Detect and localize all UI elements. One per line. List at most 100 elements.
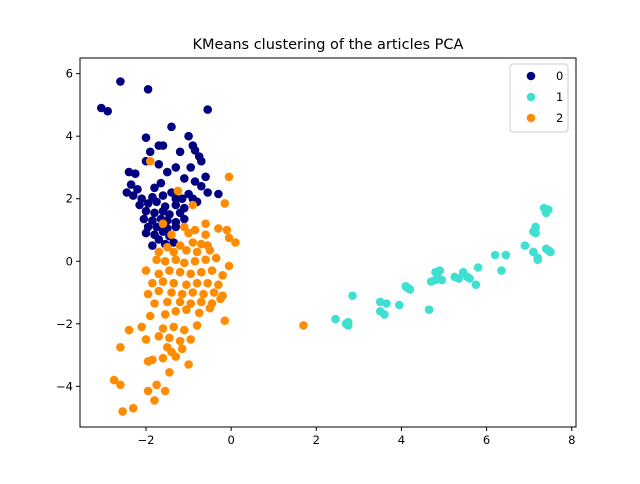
point-cluster-0-24	[190, 177, 200, 186]
point-cluster-0-23	[180, 174, 189, 183]
point-cluster-2-85	[177, 344, 187, 354]
point-cluster-2-89	[148, 355, 157, 365]
point-cluster-0-39	[158, 191, 168, 200]
point-cluster-1-21	[450, 272, 460, 282]
point-cluster-2-58	[163, 297, 172, 307]
x-tick-label: 2	[313, 433, 320, 447]
x-tick-label: −2	[138, 433, 155, 447]
series-2-points	[109, 156, 308, 416]
legend-marker-2	[526, 113, 536, 123]
point-cluster-2-35	[165, 266, 174, 275]
point-cluster-1-34	[382, 299, 391, 308]
point-cluster-2-64	[145, 311, 155, 321]
point-cluster-2-2	[224, 172, 234, 182]
point-cluster-1-42	[343, 317, 353, 327]
point-cluster-0-16	[154, 160, 164, 169]
point-cluster-2-87	[158, 353, 168, 363]
point-cluster-0-54	[175, 208, 185, 218]
plot-frame	[79, 57, 577, 428]
point-cluster-2-74	[180, 325, 189, 335]
point-cluster-2-92	[109, 375, 119, 385]
point-cluster-2-79	[165, 333, 174, 343]
point-cluster-1-37	[380, 310, 389, 319]
point-cluster-0-21	[131, 169, 140, 178]
point-cluster-2-9	[222, 225, 232, 235]
point-cluster-2-6	[180, 222, 189, 232]
point-cluster-0-34	[203, 188, 212, 197]
y-axis: −4 −2 0 2 4 6	[56, 67, 80, 393]
point-cluster-2-22	[169, 247, 178, 257]
point-cluster-1-28	[471, 280, 481, 290]
point-cluster-0-30	[150, 183, 159, 193]
point-cluster-1-32	[348, 291, 357, 301]
point-cluster-2-48	[214, 280, 223, 290]
point-cluster-0-40	[171, 194, 181, 203]
point-cluster-0-17	[171, 163, 181, 172]
point-cluster-2-34	[154, 269, 164, 279]
point-cluster-1-15	[473, 263, 483, 272]
y-tick-label: −2	[56, 317, 73, 331]
legend-label-2: 2	[556, 111, 563, 125]
point-cluster-2-38	[197, 267, 206, 277]
point-cluster-2-16	[154, 247, 164, 257]
point-cluster-2-55	[209, 288, 219, 297]
point-cluster-2-51	[167, 288, 176, 297]
point-cluster-2-26	[152, 255, 161, 264]
point-cluster-0-33	[214, 189, 223, 199]
point-cluster-0-7	[141, 133, 151, 142]
point-cluster-2-3	[188, 200, 198, 210]
point-cluster-2-5	[158, 219, 168, 228]
point-cluster-2-57	[150, 299, 159, 308]
point-cluster-2-46	[192, 278, 202, 288]
point-cluster-0-55	[139, 214, 149, 224]
point-cluster-2-7	[201, 219, 210, 228]
point-cluster-0-60	[180, 214, 189, 224]
point-cluster-0-67	[158, 227, 168, 236]
point-cluster-2-96	[160, 386, 170, 396]
x-tick-label: 0	[227, 433, 234, 447]
point-cluster-0-26	[156, 178, 166, 188]
legend: 0 1 2	[509, 63, 569, 133]
point-cluster-0-19	[197, 156, 206, 166]
point-cluster-0-13	[190, 146, 200, 155]
point-cluster-2-90	[184, 360, 193, 369]
point-cluster-0-52	[158, 206, 168, 216]
point-cluster-2-80	[175, 336, 185, 346]
point-cluster-0-56	[148, 216, 157, 225]
point-cluster-1-6	[520, 241, 530, 250]
point-cluster-2-41	[224, 261, 234, 271]
point-cluster-2-44	[169, 278, 178, 288]
point-cluster-2-1	[173, 186, 183, 196]
point-cluster-2-77	[141, 335, 151, 344]
point-cluster-0-50	[141, 206, 151, 216]
point-cluster-2-70	[137, 322, 146, 332]
point-cluster-1-39	[331, 314, 340, 324]
point-cluster-0-64	[171, 222, 181, 232]
point-cluster-2-30	[190, 257, 200, 266]
point-cluster-2-0	[145, 156, 155, 166]
point-cluster-0-69	[154, 235, 164, 244]
point-cluster-2-15	[231, 238, 240, 247]
point-cluster-2-27	[160, 257, 170, 266]
point-cluster-2-53	[188, 288, 198, 297]
point-cluster-2-47	[203, 278, 212, 288]
point-cluster-2-72	[158, 324, 168, 333]
point-cluster-2-75	[192, 321, 202, 330]
x-axis: −2 0 2 4 6 8	[138, 427, 575, 447]
point-cluster-2-50	[154, 286, 164, 296]
x-tick-label: 6	[483, 433, 490, 447]
point-cluster-2-69	[205, 303, 215, 313]
point-cluster-1-2	[541, 208, 551, 218]
legend-marker-0	[526, 71, 536, 81]
y-tick-label: 2	[66, 192, 73, 206]
point-cluster-2-99	[118, 407, 127, 416]
point-cluster-0-65	[141, 228, 151, 238]
point-cluster-0-28	[126, 180, 136, 189]
point-cluster-2-36	[175, 267, 185, 277]
point-cluster-2-73	[169, 322, 178, 332]
y-tick-label: 6	[66, 67, 73, 81]
legend-label-1: 1	[556, 90, 563, 104]
point-cluster-0-70	[148, 241, 157, 250]
point-cluster-0-27	[197, 181, 206, 191]
